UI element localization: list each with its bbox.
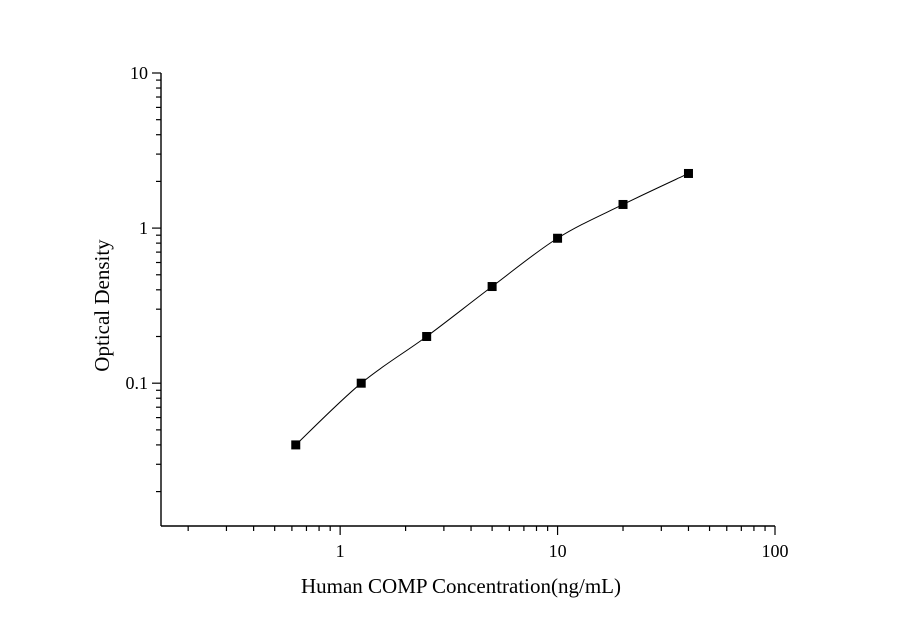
y-tick-label: 1 bbox=[139, 218, 148, 238]
data-point bbox=[356, 378, 366, 388]
y-tick-label: 10 bbox=[130, 63, 148, 83]
x-axis-title: Human COMP Concentration(ng/mL) bbox=[301, 574, 621, 598]
data-points bbox=[291, 168, 693, 450]
data-point bbox=[487, 282, 497, 292]
series-curve bbox=[295, 173, 689, 446]
axes bbox=[160, 73, 775, 527]
data-point bbox=[422, 331, 432, 341]
data-point bbox=[291, 440, 301, 450]
data-point bbox=[618, 199, 628, 209]
data-point bbox=[683, 168, 693, 178]
tick-labels: 1 10 100 0.1 1 10 bbox=[126, 63, 789, 561]
y-axis-title: Optical Density bbox=[90, 239, 114, 372]
y-tick-label: 0.1 bbox=[126, 373, 149, 393]
data-point bbox=[553, 233, 563, 243]
x-tick-label: 10 bbox=[549, 541, 567, 561]
x-tick-label: 1 bbox=[336, 541, 345, 561]
x-tick-label: 100 bbox=[762, 541, 789, 561]
ticks bbox=[152, 72, 776, 535]
